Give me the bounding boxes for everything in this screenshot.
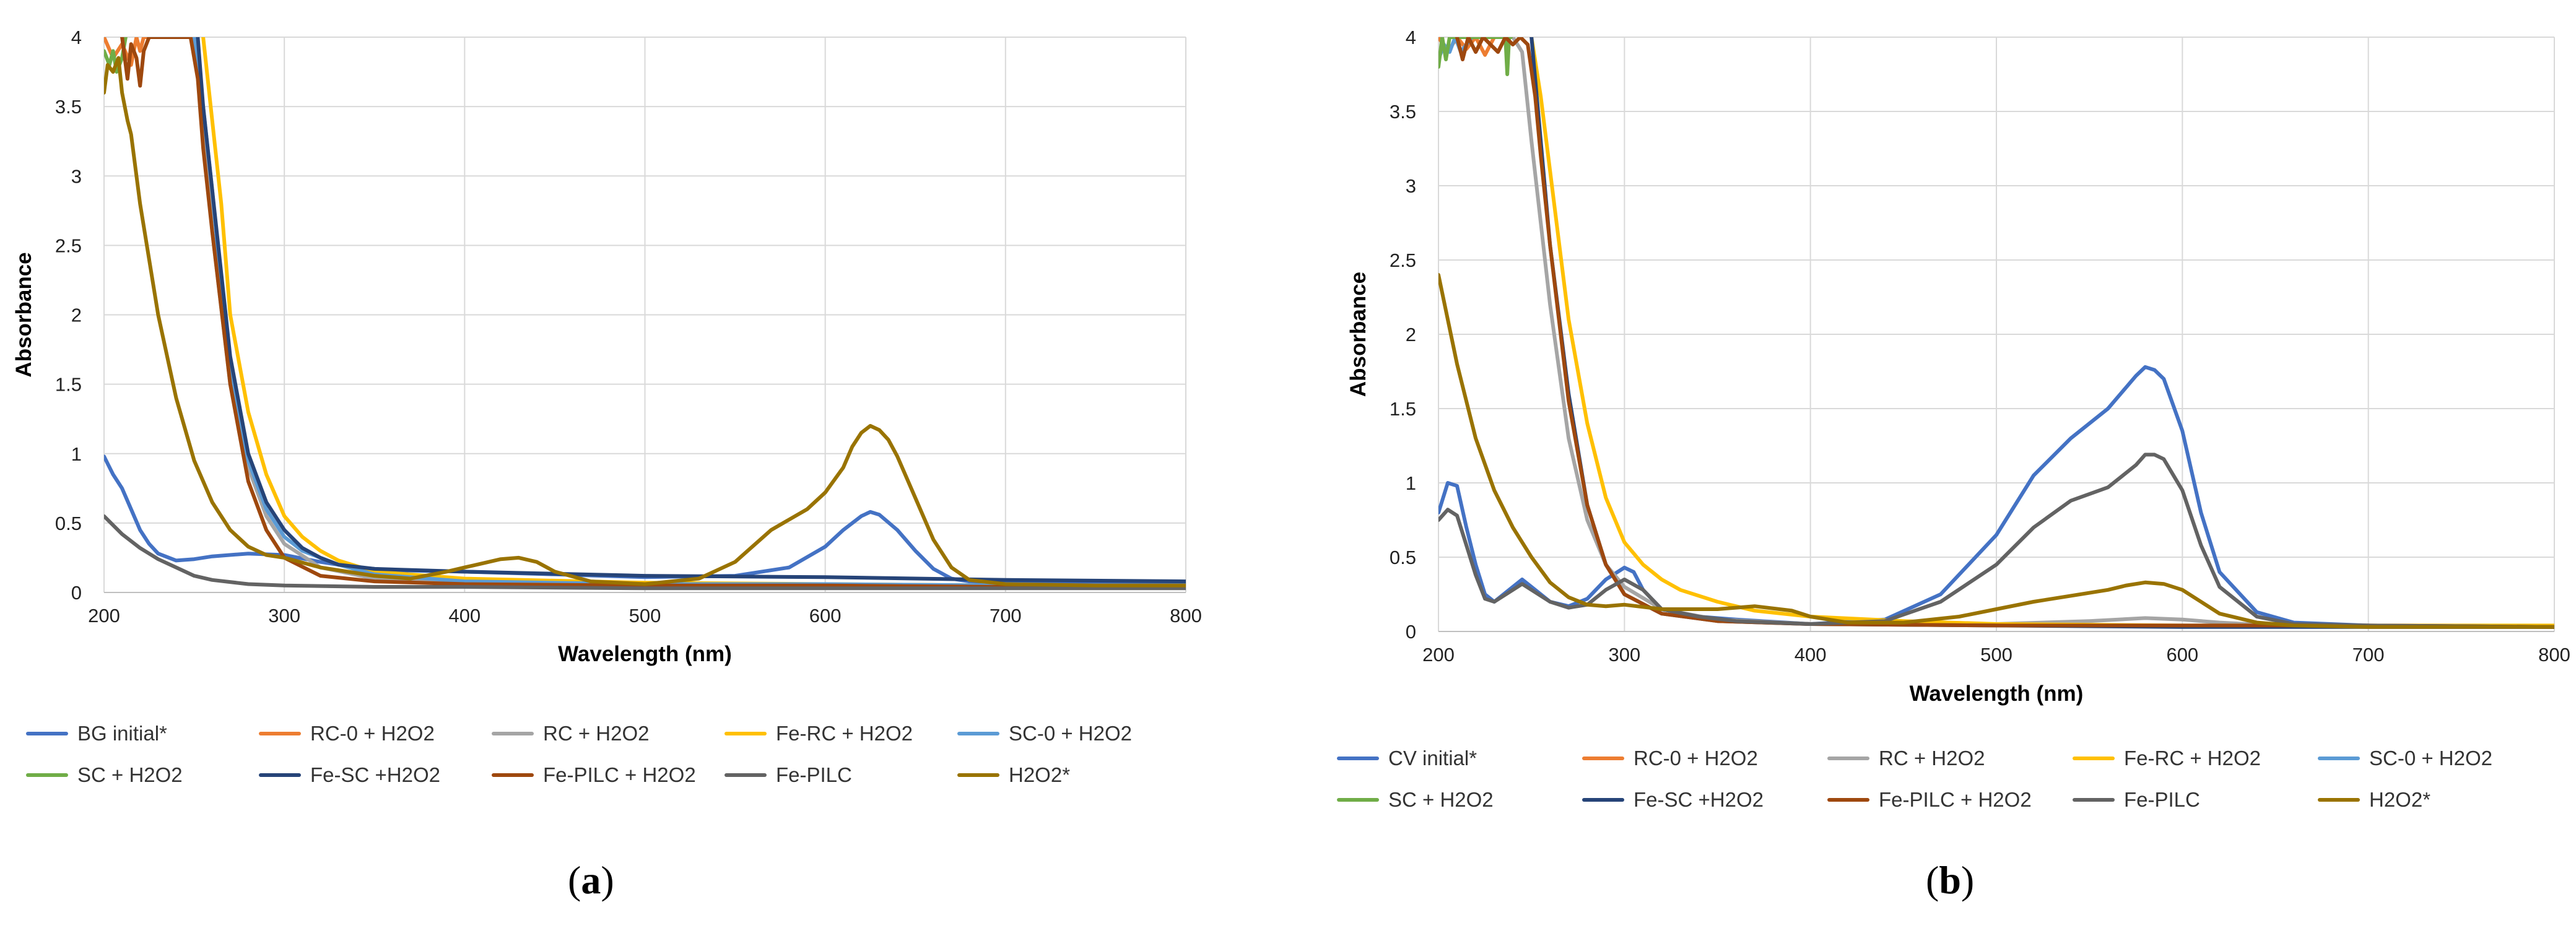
chart-b-y-tick-label: 3 [1406, 175, 1416, 197]
chart-b-x-tick-label: 400 [1795, 644, 1827, 666]
chart-a-x-tick-label: 200 [88, 605, 120, 627]
chart-b-legend-label-4: SC-0 + H2O2 [2369, 747, 2492, 770]
chart-a-x-tick-label: 800 [1170, 605, 1202, 627]
caption-a-letter: a [581, 858, 601, 902]
chart-b-series-line-2 [1511, 37, 2554, 629]
chart-a-legend-label-3: Fe-RC + H2O2 [776, 722, 913, 745]
caption-a-open: ( [568, 858, 581, 902]
chart-b-y-tick-label: 2 [1406, 324, 1416, 345]
chart-a-y-tick-label: 1.5 [55, 374, 82, 396]
chart-a-legend-label-6: Fe-SC +H2O2 [310, 763, 440, 786]
chart-a-legend-label-7: Fe-PILC + H2O2 [543, 763, 696, 786]
chart-b-y-tick-label: 1 [1406, 472, 1416, 494]
chart-a-series-line-7 [120, 37, 1186, 589]
chart-b-x-tick-label: 700 [2352, 644, 2385, 666]
chart-b-series-line-3 [1530, 37, 2554, 628]
chart-a-svg: 200 300 400 500 600 700 800 0 0.5 1 1.5 2 2.5 3 3.5 4 Wa… [12, 27, 1202, 786]
chart-b-y-tick-label: 0.5 [1390, 547, 1416, 568]
chart-b-x-tick-label: 300 [1608, 644, 1640, 666]
chart-a-legend-label-0: BG initial* [77, 722, 167, 745]
chart-b-y-axis-title: Absorbance [1346, 272, 1370, 397]
chart-b-x-tick-label: 600 [2166, 644, 2198, 666]
chart-a-y-tick-label: 2 [71, 305, 82, 326]
chart-b-series-line-6 [1530, 37, 2554, 629]
chart-a-series-line-9 [104, 56, 1186, 588]
chart-b-y-tick-label: 1.5 [1390, 398, 1416, 420]
chart-a-y-tick-label: 3 [71, 165, 82, 187]
chart-a-x-tick-label: 400 [448, 605, 481, 627]
chart-a-y-tick-label: 0 [71, 582, 82, 604]
chart-a-legend-label-8: Fe-PILC [776, 763, 852, 786]
chart-a-x-tick-label: 300 [268, 605, 300, 627]
chart-b-x-tick-label: 200 [1422, 644, 1455, 666]
chart-a-x-tick-label: 500 [629, 605, 661, 627]
caption-a-close: ) [601, 858, 614, 902]
chart-b-legend-label-2: RC + H2O2 [1879, 747, 1985, 770]
chart-b-y-tick-label: 0 [1406, 621, 1416, 643]
chart-a-legend-label-4: SC-0 + H2O2 [1009, 722, 1132, 745]
chart-b-y-tick-label: 3.5 [1390, 101, 1416, 123]
chart-b-legend-label-6: Fe-SC +H2O2 [1634, 788, 1764, 811]
chart-a-y-tick-label: 4 [71, 27, 82, 48]
chart-b-legend-label-5: SC + H2O2 [1388, 788, 1494, 811]
chart-a-series-line-3 [201, 37, 1186, 588]
caption-b-letter: b [1939, 858, 1961, 902]
chart-b-series-line-5 [1438, 37, 1513, 76]
chart-b-legend-label-7: Fe-PILC + H2O2 [1879, 788, 2032, 811]
chart-b-legend-label-0: CV initial* [1388, 747, 1477, 770]
chart-b-svg: 200 300 400 500 600 700 800 0 0.5 1 1.5 2 2.5 3 3.5 4 Wa… [1337, 27, 2570, 811]
chart-panel-a: 200 300 400 500 600 700 800 0 0.5 1 1.5 2 2.5 3 3.5 4 Wa… [0, 0, 1208, 928]
chart-a-y-tick-label: 0.5 [55, 513, 82, 534]
chart-b-x-axis-title: Wavelength (nm) [1910, 682, 2084, 706]
caption-a: (a) [568, 857, 614, 903]
chart-a-x-tick-label: 700 [990, 605, 1022, 627]
chart-b-legend-label-1: RC-0 + H2O2 [1634, 747, 1758, 770]
chart-b-series-line-9 [1438, 273, 2554, 629]
chart-a-legend-label-1: RC-0 + H2O2 [310, 722, 435, 745]
chart-b-y-tick-label: 2.5 [1390, 249, 1416, 271]
chart-a-y-tick-label: 1 [71, 443, 82, 465]
chart-a-series-line-4 [192, 37, 1186, 588]
chart-a-legend-label-2: RC + H2O2 [543, 722, 649, 745]
chart-a-series-line-8 [104, 514, 1186, 591]
chart-a-x-tick-label: 600 [809, 605, 842, 627]
chart-a-y-axis-title: Absorbance [12, 252, 36, 377]
caption-b-open: ( [1926, 858, 1939, 902]
chart-b-y-tick-label: 4 [1406, 27, 1416, 48]
chart-panel-b: 200 300 400 500 600 700 800 0 0.5 1 1.5 2 2.5 3 3.5 4 Wa… [1325, 0, 2576, 928]
chart-a-y-tick-label: 2.5 [55, 235, 82, 256]
caption-b-close: ) [1960, 858, 1975, 902]
chart-b-legend-label-9: H2O2* [2369, 788, 2430, 811]
chart-a-series-line-6 [196, 37, 1186, 584]
chart-b-x-tick-label: 800 [2538, 644, 2570, 666]
chart-a-series-line-2 [192, 37, 1186, 589]
caption-b: (b) [1926, 857, 1974, 903]
chart-b-x-tick-label: 500 [1980, 644, 2012, 666]
chart-b-legend-label-3: Fe-RC + H2O2 [2124, 747, 2261, 770]
chart-b-legend-label-8: Fe-PILC [2124, 788, 2200, 811]
chart-b-series-line-8 [1438, 453, 2554, 629]
chart-a-y-tick-label: 3.5 [55, 96, 82, 118]
chart-b-plot-area [1438, 37, 2554, 629]
chart-a-plot-area [104, 37, 1186, 591]
chart-a-legend-label-9: H2O2* [1009, 763, 1070, 786]
chart-a-x-axis-title: Wavelength (nm) [558, 642, 732, 666]
chart-a-legend-label-5: SC + H2O2 [77, 763, 183, 786]
